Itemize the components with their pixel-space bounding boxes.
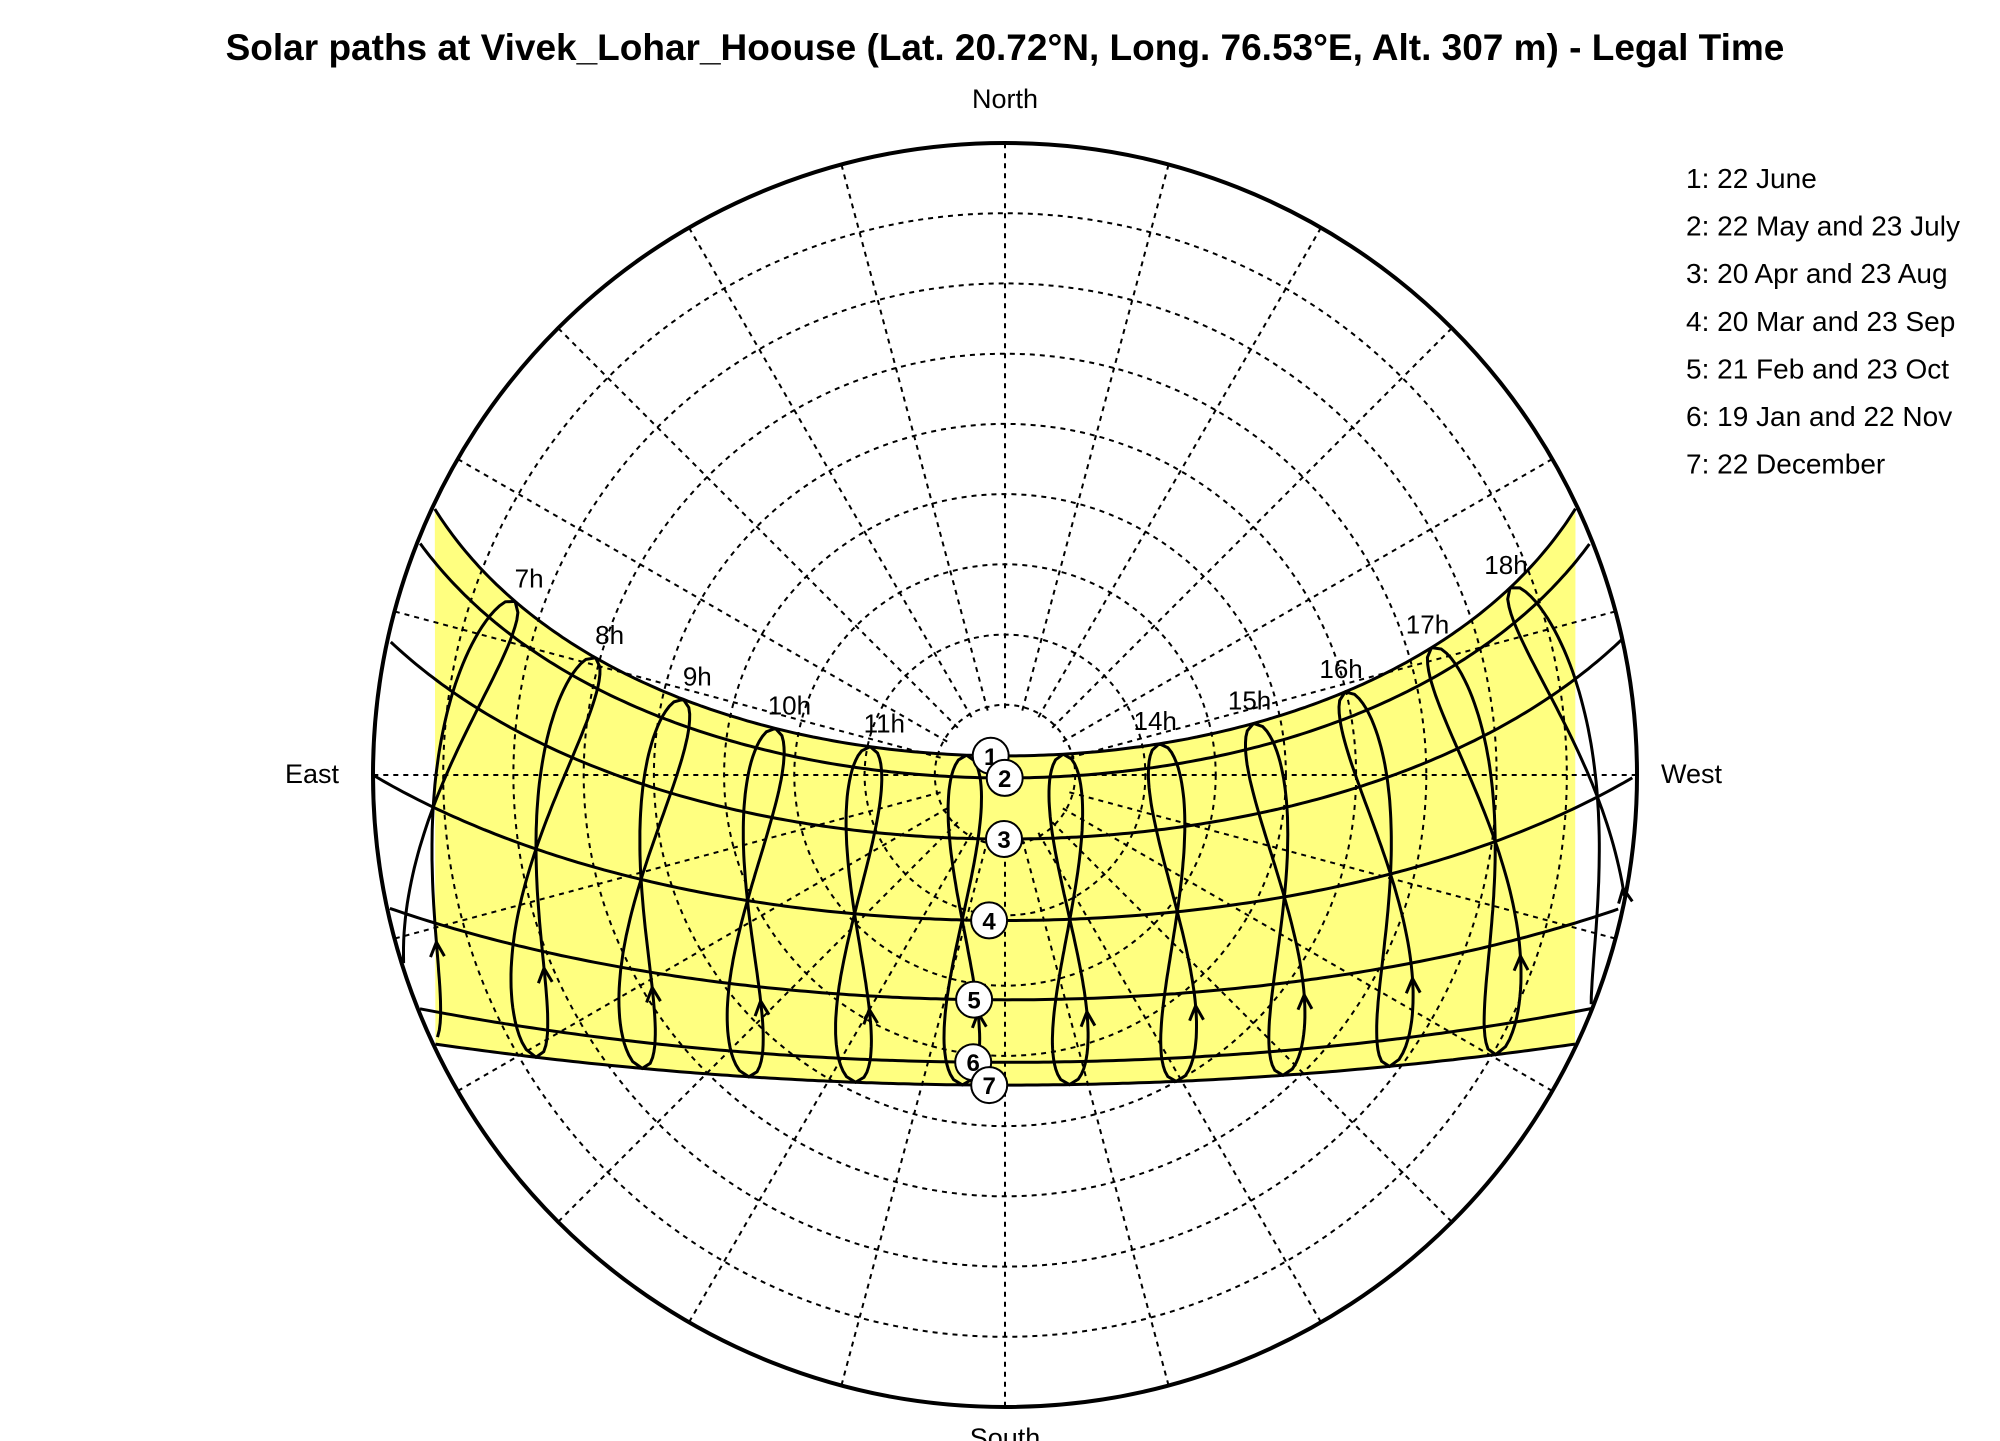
hour-label-18: 18h — [1484, 550, 1527, 580]
hour-line-7 — [402, 599, 520, 1038]
hour-label-11: 11h — [864, 709, 905, 739]
hour-line-10 — [725, 726, 786, 1079]
azimuth-spoke-225 — [1051, 821, 1453, 1223]
chart-title: Solar paths at Vivek_Lohar_Hoouse (Lat. … — [226, 27, 1785, 68]
curve-marker-3: 3 — [985, 820, 1023, 858]
curve-marker-label-3: 3 — [997, 827, 1010, 854]
curve-marker-circle-2 — [985, 758, 1024, 797]
hour-label-10: 10h — [768, 690, 811, 720]
azimuth-spoke-240 — [1062, 807, 1553, 1092]
polar-grid-layer — [371, 141, 1639, 1409]
curve-marker-label-2: 2 — [998, 766, 1011, 793]
azimuth-spoke-60 — [457, 458, 948, 743]
hour-label-17: 17h — [1406, 610, 1449, 640]
hour-arrow-7 — [429, 938, 446, 958]
azimuth-spoke-15 — [840, 164, 989, 711]
curve-marker-7: 7 — [970, 1066, 1009, 1105]
hour-arrow-14 — [1188, 1002, 1205, 1022]
curve-marker-circle-5 — [955, 980, 994, 1019]
hour-arrow-17 — [1512, 952, 1530, 972]
azimuth-spoke-330 — [1037, 227, 1322, 718]
day-curve-6 — [419, 1007, 1592, 1064]
sun-band — [434, 508, 1576, 1086]
azimuth-spoke-345 — [1021, 164, 1170, 711]
curve-marker-circle-7 — [970, 1066, 1009, 1105]
west-label: West — [1661, 759, 1723, 789]
hour-line-15 — [1244, 721, 1307, 1078]
day-curve-5 — [389, 906, 1619, 1002]
legend-item-2: 2: 22 May and 23 July — [1686, 211, 1960, 242]
curve-marker-label-5: 5 — [967, 988, 980, 1015]
azimuth-spoke-75 — [394, 610, 941, 759]
hour-label-15: 15h — [1228, 685, 1271, 715]
hour-line-9 — [617, 697, 692, 1071]
hour-arrow-10 — [753, 997, 771, 1017]
legend-item-1: 1: 22 June — [1686, 163, 1817, 194]
azimuth-spoke-135 — [557, 821, 959, 1223]
hour-arrow-9 — [645, 984, 662, 1004]
hour-arrow-18 — [1617, 884, 1634, 905]
hour-arrow-11 — [862, 1005, 879, 1025]
hour-lines-layer: 7h 8h 9h 10h 11h 14h 15h 16h 17h 18h — [402, 550, 1634, 1087]
east-label: East — [285, 759, 340, 789]
azimuth-spoke-255 — [1069, 791, 1616, 940]
horizon-circle — [371, 141, 1639, 1409]
hour-label-14: 14h — [1134, 706, 1177, 736]
hour-line-12 — [942, 753, 984, 1087]
azimuth-spoke-285 — [1069, 610, 1616, 759]
azimuth-spoke-300 — [1062, 458, 1553, 743]
azimuth-spoke-195 — [1021, 839, 1170, 1386]
altitude-circle-10 — [442, 212, 1568, 1338]
legend: 1: 22 June 2: 22 May and 23 July 3: 20 Apr… — [1686, 163, 1960, 480]
legend-item-7: 7: 22 December — [1686, 449, 1885, 480]
curve-marker-2: 2 — [985, 758, 1024, 797]
azimuth-spoke-30 — [688, 227, 973, 718]
curve-marker-label-7: 7 — [983, 1073, 996, 1100]
azimuth-spoke-315 — [1051, 327, 1453, 729]
hour-line-14 — [1146, 742, 1198, 1084]
hour-line-13 — [1047, 752, 1090, 1087]
curve-marker-circle-3 — [985, 820, 1023, 858]
curve-marker-5: 5 — [955, 980, 994, 1019]
hour-line-16 — [1337, 690, 1415, 1069]
legend-item-3: 3: 20 Apr and 23 Aug — [1686, 258, 1948, 289]
curve-marker-label-4: 4 — [982, 908, 996, 935]
curve-marker-label-6: 6 — [967, 1050, 980, 1077]
azimuth-spoke-45 — [557, 327, 959, 729]
legend-item-4: 4: 20 Mar and 23 Sep — [1686, 306, 1955, 337]
curve-marker-circle-4 — [970, 901, 1009, 940]
hour-arrow-8 — [536, 964, 554, 984]
hour-label-9: 9h — [683, 661, 712, 691]
hour-line-8 — [509, 656, 602, 1060]
curve-marker-4: 4 — [970, 901, 1009, 940]
hour-label-8: 8h — [595, 620, 624, 650]
hour-arrow-13 — [1079, 1008, 1097, 1028]
hour-arrow-15 — [1296, 991, 1314, 1011]
azimuth-spoke-120 — [457, 807, 948, 1092]
hour-arrow-16 — [1404, 975, 1422, 994]
azimuth-spoke-150 — [688, 832, 973, 1323]
legend-item-6: 6: 19 Jan and 22 Nov — [1686, 401, 1952, 432]
legend-item-5: 5: 21 Feb and 23 Oct — [1686, 353, 1949, 384]
hour-line-18 — [1506, 586, 1626, 1005]
north-label: North — [972, 84, 1038, 114]
hour-line-17 — [1425, 646, 1523, 1057]
sun-band-layer — [434, 508, 1576, 1086]
hour-label-7: 7h — [515, 563, 544, 593]
azimuth-spoke-105 — [394, 791, 941, 940]
hour-label-16: 16h — [1319, 654, 1362, 684]
hour-line-11 — [834, 745, 884, 1085]
south-label: South — [970, 1423, 1041, 1441]
